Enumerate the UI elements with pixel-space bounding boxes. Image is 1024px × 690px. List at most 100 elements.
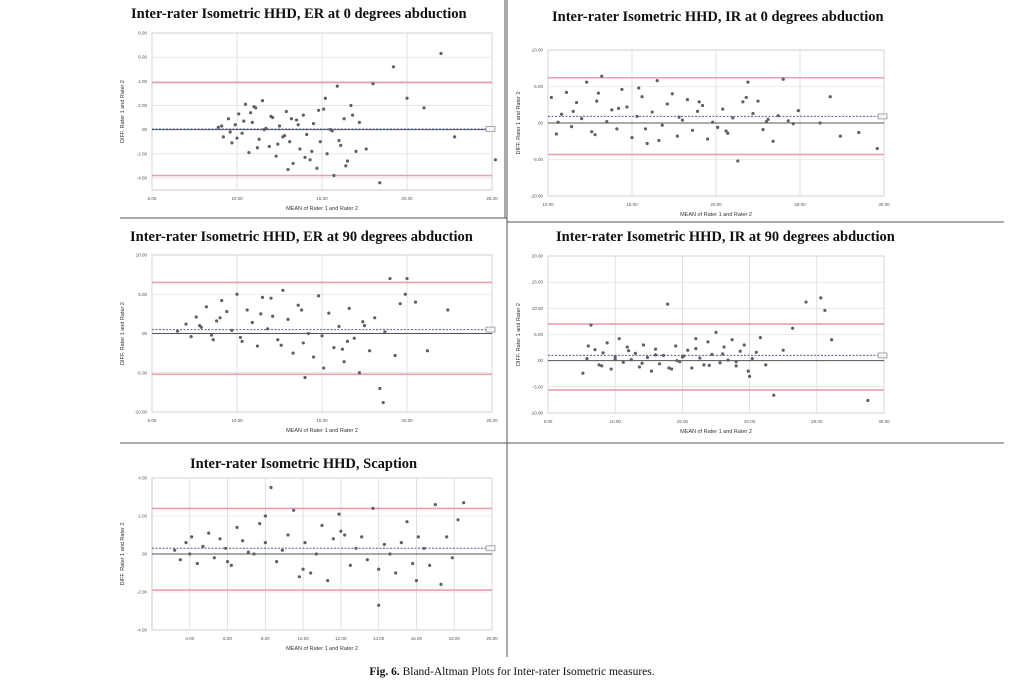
y-tick-label: 10.00 bbox=[532, 48, 544, 53]
data-point bbox=[605, 341, 609, 345]
y-tick-label: -5.00 bbox=[137, 370, 148, 375]
data-point bbox=[726, 131, 730, 135]
data-point bbox=[685, 98, 690, 102]
data-point bbox=[317, 108, 321, 112]
x-tick-label: 30.00 bbox=[878, 202, 890, 207]
chart-title-er0: Inter-rater Isometric HHD, ER at 0 degre… bbox=[131, 6, 467, 22]
data-point bbox=[601, 351, 605, 355]
data-point bbox=[445, 535, 449, 539]
data-point bbox=[754, 350, 758, 354]
data-point bbox=[613, 354, 617, 359]
data-point bbox=[198, 324, 202, 328]
x-axis-label: MEAN of Rater 1 and Rater 2 bbox=[286, 646, 358, 652]
data-point bbox=[276, 142, 280, 146]
mean-line-label-box bbox=[485, 545, 496, 552]
data-point bbox=[653, 347, 658, 351]
x-tick-label: 8.00 bbox=[261, 636, 270, 641]
data-point bbox=[690, 366, 694, 370]
data-point bbox=[288, 140, 292, 144]
data-point bbox=[364, 147, 368, 151]
data-point bbox=[377, 567, 381, 571]
data-point bbox=[310, 149, 314, 153]
y-axis-label: DIFF. Rater 1 and Rater 2 bbox=[516, 303, 522, 366]
data-point bbox=[804, 300, 808, 304]
data-point bbox=[405, 276, 409, 281]
data-point bbox=[751, 111, 755, 116]
x-tick-label: 10.00 bbox=[610, 419, 622, 424]
data-point bbox=[262, 128, 266, 132]
x-tick-label: 15.00 bbox=[626, 202, 638, 207]
x-tick-label: 5.00 bbox=[544, 419, 553, 424]
data-point bbox=[255, 146, 259, 150]
data-point bbox=[730, 338, 734, 342]
data-point bbox=[761, 127, 765, 132]
chart-ir0: 10.00 15.00 20.00 25.00 30.00 -10.00 -5.00 .00 5… bbox=[516, 48, 890, 219]
data-point bbox=[281, 288, 285, 292]
data-point bbox=[453, 135, 457, 139]
data-point bbox=[748, 374, 752, 378]
data-point bbox=[554, 132, 559, 136]
data-point bbox=[750, 356, 754, 361]
data-point bbox=[629, 358, 633, 362]
data-point bbox=[756, 99, 760, 103]
data-point bbox=[581, 371, 585, 375]
data-point bbox=[314, 552, 318, 556]
data-point bbox=[657, 362, 662, 366]
data-point bbox=[413, 300, 418, 304]
data-point bbox=[738, 349, 742, 353]
data-point bbox=[230, 141, 234, 145]
data-point bbox=[365, 558, 369, 562]
data-point bbox=[433, 503, 437, 507]
data-point bbox=[337, 324, 341, 329]
caption-text: Bland-Altman Plots for Inter-rater Isome… bbox=[402, 666, 655, 678]
data-point bbox=[211, 338, 215, 342]
data-point bbox=[250, 120, 254, 124]
data-point bbox=[677, 115, 681, 119]
data-point bbox=[345, 159, 350, 163]
x-tick-label: 6.00 bbox=[223, 636, 232, 641]
data-point bbox=[698, 356, 702, 360]
data-point bbox=[667, 366, 671, 370]
x-tick-label: 20.00 bbox=[486, 636, 498, 641]
data-point bbox=[776, 114, 780, 118]
data-point bbox=[744, 95, 748, 100]
data-point bbox=[736, 159, 740, 163]
data-point bbox=[393, 353, 397, 358]
x-tick-label: 20.00 bbox=[744, 419, 756, 424]
x-tick-label: 10.00 bbox=[297, 636, 309, 641]
data-point bbox=[303, 375, 307, 380]
data-point bbox=[326, 579, 330, 583]
data-point bbox=[311, 355, 316, 359]
data-point bbox=[493, 158, 497, 162]
x-axis-label: MEAN of Rater 1 and Rater 2 bbox=[680, 212, 752, 218]
data-point bbox=[772, 393, 776, 397]
data-point bbox=[650, 110, 654, 114]
data-point bbox=[781, 77, 785, 81]
data-point bbox=[411, 561, 415, 566]
data-point bbox=[315, 166, 319, 170]
data-point bbox=[221, 135, 225, 139]
data-point bbox=[593, 133, 597, 137]
mean-line-label-box bbox=[877, 113, 888, 120]
data-point bbox=[306, 331, 310, 336]
data-point bbox=[645, 355, 650, 360]
x-axis-label: MEAN of Rater 1 and Rater 2 bbox=[286, 428, 358, 434]
data-point bbox=[600, 364, 604, 368]
data-point bbox=[371, 82, 375, 86]
data-point bbox=[746, 369, 750, 373]
data-point bbox=[207, 531, 211, 535]
data-point bbox=[613, 357, 617, 361]
data-point bbox=[275, 560, 279, 564]
x-tick-label: 25.00 bbox=[811, 419, 823, 424]
data-point bbox=[301, 567, 305, 571]
chart-title-scaption: Inter-rater Isometric HHD, Scaption bbox=[190, 456, 418, 472]
data-point bbox=[640, 361, 644, 365]
data-point bbox=[766, 117, 770, 121]
data-point bbox=[405, 520, 409, 524]
data-point bbox=[320, 334, 324, 338]
data-point bbox=[280, 548, 284, 552]
y-tick-label: -10.00 bbox=[530, 411, 543, 416]
data-point bbox=[263, 514, 267, 518]
data-point bbox=[726, 358, 730, 362]
data-point bbox=[225, 560, 230, 564]
